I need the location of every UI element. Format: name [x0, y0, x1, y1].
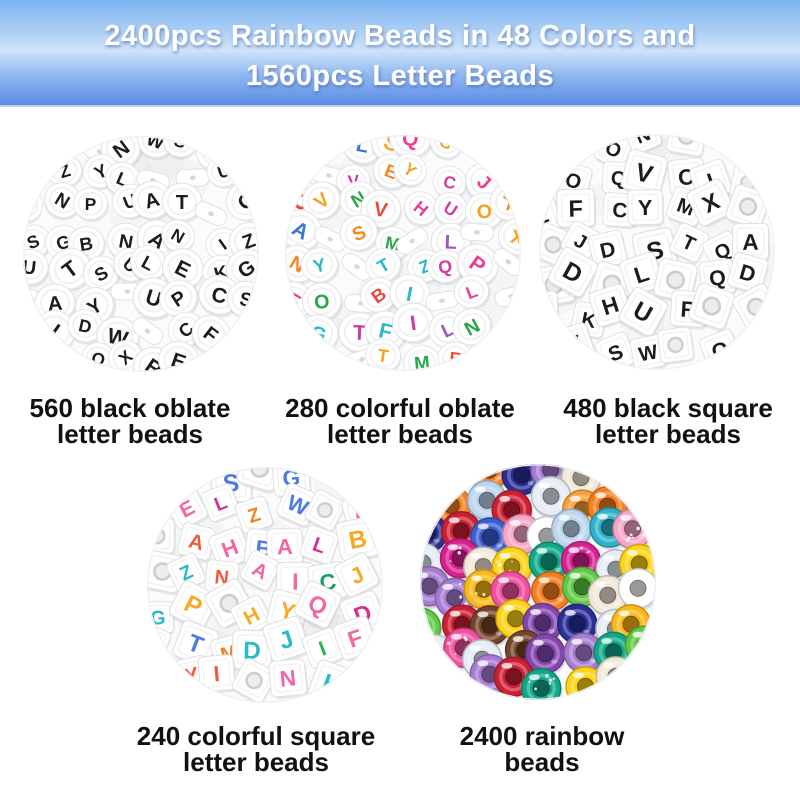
svg-text:N: N: [279, 665, 297, 691]
svg-text:V: V: [372, 198, 389, 222]
black-square-letter-beads-photo: ONOQVOIEFCYMXJDSTQADLQDBKHURVSWQ: [539, 134, 775, 370]
rainbow-beads-photo: [420, 464, 656, 700]
svg-text:I: I: [409, 312, 418, 336]
black-oblate-letter-beads-photo: NWSUZYLUQNPUATQSGBNANIZUTSULEKGAYUPCSIDW…: [23, 136, 259, 372]
banner: 2400pcs Rainbow Beads in 48 Colors and 1…: [0, 0, 800, 107]
caption-black-square: 480 black square letter beads: [518, 395, 800, 447]
colorful-square-letter-beads-image: S GE L Z W OA H B A L BZ N A I C JG P H Y Q DQ T M D J I FY I N H: [147, 467, 383, 703]
svg-text:I: I: [212, 661, 220, 686]
svg-text:B: B: [539, 297, 549, 320]
svg-text:U: U: [143, 285, 165, 313]
svg-text:D: D: [77, 315, 94, 337]
colorful-oblate-letter-beads-image: L SQ GV EYC JCV N V H U O XA S M L XN Y T Z Q PF O B I LG T F I L NT…: [285, 135, 521, 371]
svg-text:A: A: [142, 189, 162, 214]
banner-title-line1: 2400pcs Rainbow Beads in 48 Colors and: [104, 20, 696, 52]
black-oblate-letter-beads-image: NWSUZYLUQNPUATQSGBNANIZUTSULEKGAYUPCSIDW…: [23, 136, 259, 372]
svg-text:Y: Y: [638, 195, 654, 220]
svg-text:F: F: [377, 318, 395, 344]
svg-text:V: V: [632, 158, 656, 189]
svg-text:C: C: [442, 172, 458, 193]
svg-text:T: T: [176, 192, 189, 214]
svg-text:A: A: [742, 229, 759, 255]
svg-text:L: L: [444, 232, 457, 254]
svg-text:C: C: [209, 283, 229, 309]
svg-text:T: T: [376, 345, 390, 366]
svg-text:A: A: [47, 293, 64, 316]
caption-line: 280 colorful oblate: [285, 393, 515, 423]
svg-text:U: U: [207, 140, 225, 165]
svg-text:A: A: [277, 534, 294, 559]
caption-black-oblate: 560 black oblate letter beads: [0, 395, 280, 447]
svg-text:I: I: [404, 283, 414, 307]
caption-line: beads: [504, 747, 580, 777]
svg-text:B: B: [347, 525, 369, 555]
svg-text:T: T: [353, 321, 367, 345]
banner-title-line2: 1560pcs Letter Beads: [245, 60, 555, 92]
svg-text:M: M: [413, 352, 431, 371]
svg-text:O: O: [313, 291, 331, 315]
caption-colorful-square: 240 colorful square letter beads: [106, 723, 406, 775]
caption-line: 240 colorful square: [136, 721, 376, 751]
svg-text:Y: Y: [311, 253, 329, 277]
svg-text:Q: Q: [90, 348, 107, 370]
svg-text:U: U: [23, 257, 37, 279]
svg-text:A: A: [186, 529, 206, 555]
svg-text:P: P: [85, 194, 97, 214]
svg-text:D: D: [243, 637, 261, 664]
svg-text:H: H: [599, 292, 622, 321]
svg-text:D: D: [598, 238, 618, 264]
caption-line: letter beads: [57, 419, 203, 449]
caption-rainbow: 2400 rainbow beads: [392, 723, 692, 775]
svg-text:Q: Q: [438, 256, 453, 277]
svg-text:W: W: [637, 341, 660, 366]
caption-colorful-oblate: 280 colorful oblate letter beads: [250, 395, 550, 447]
svg-text:Q: Q: [708, 265, 728, 291]
svg-text:O: O: [476, 200, 493, 223]
black-square-letter-beads-image: ONOQVOIEFCYMXJDSTQADLQDBKHURVSWQ: [539, 134, 775, 370]
caption-line: 560 black oblate: [29, 393, 231, 423]
svg-text:I: I: [292, 569, 299, 595]
caption-line: 2400 rainbow: [459, 721, 625, 751]
svg-text:Q: Q: [401, 135, 420, 151]
svg-text:C: C: [612, 199, 628, 223]
caption-line: letter beads: [595, 419, 741, 449]
svg-text:F: F: [568, 195, 583, 221]
rainbow-beads-image: [420, 464, 656, 700]
svg-text:B: B: [78, 232, 94, 255]
caption-line: letter beads: [327, 419, 473, 449]
caption-line: letter beads: [183, 747, 329, 777]
svg-text:D: D: [737, 259, 759, 287]
caption-line: 480 black square: [563, 393, 773, 423]
